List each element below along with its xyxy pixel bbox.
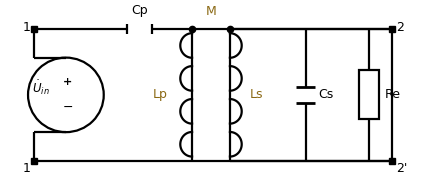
Text: +: + (63, 77, 73, 87)
Bar (359, 70, 379, 119)
Text: Ls: Ls (250, 88, 264, 101)
Text: 1: 1 (22, 162, 30, 175)
Text: Lp: Lp (153, 88, 168, 101)
Text: 1: 1 (22, 21, 30, 34)
Text: M: M (206, 6, 216, 18)
Text: 2': 2' (396, 162, 408, 175)
Text: Cp: Cp (131, 4, 148, 17)
Text: Cs: Cs (318, 88, 333, 101)
Text: 2: 2 (396, 21, 404, 34)
Text: $\dot{U}_{in}$: $\dot{U}_{in}$ (32, 79, 50, 97)
Text: Re: Re (385, 88, 401, 101)
Text: −: − (63, 101, 73, 114)
